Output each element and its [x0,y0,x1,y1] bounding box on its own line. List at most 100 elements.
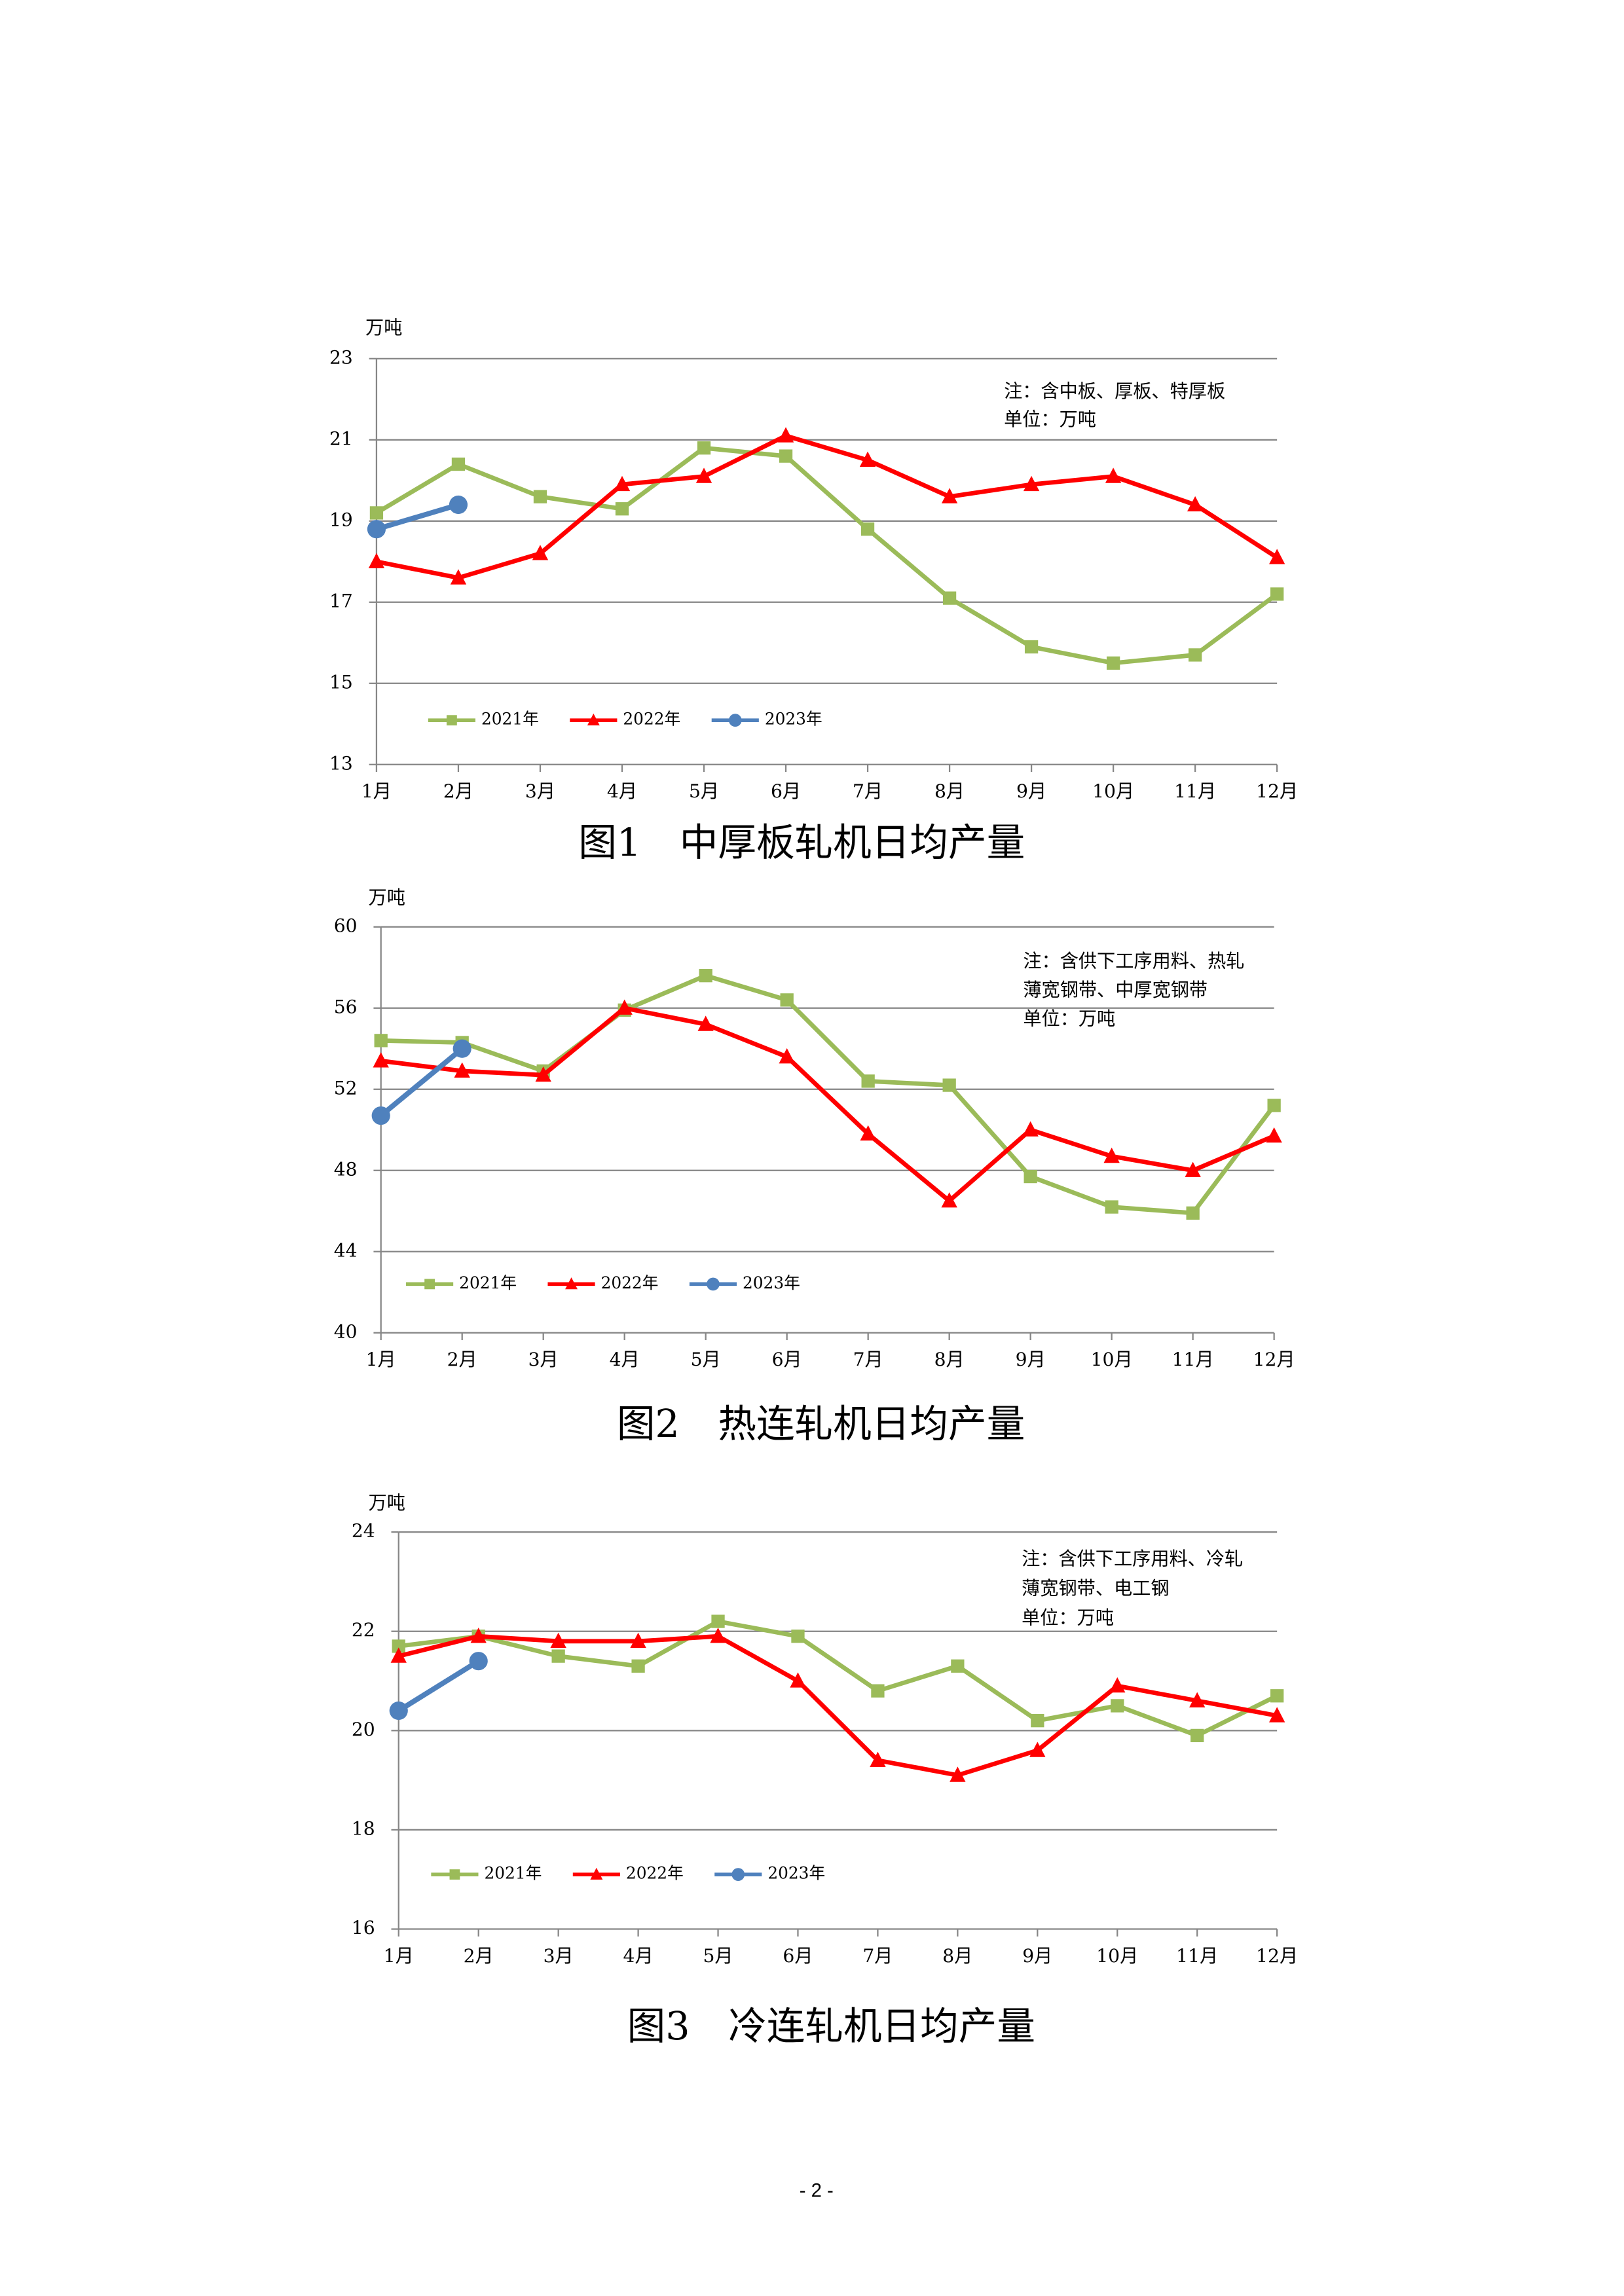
marker-triangle [950,1766,966,1782]
y-unit: 万吨 [369,1492,405,1514]
x-tick-label: 2月 [447,1349,477,1370]
y-tick-label: 40 [334,1321,358,1342]
page-number: - 2 - [800,2180,834,2202]
y-tick-label: 16 [352,1917,375,1939]
marker-triangle [454,1062,470,1078]
marker-square [711,1614,725,1628]
y-tick-label: 17 [329,590,353,611]
x-tick-label: 10月 [1096,1945,1138,1967]
y-unit: 万吨 [365,317,402,338]
marker-triangle [777,427,794,443]
marker-triangle [1109,1677,1126,1693]
marker-square [392,1639,405,1653]
marker-triangle [550,1632,566,1649]
x-tick-label: 11月 [1176,1945,1218,1967]
series-line [380,973,1276,1216]
marker-square [449,1869,460,1880]
marker-triangle [1266,1127,1282,1143]
marker-square [1190,1728,1204,1743]
marker-circle [731,1868,745,1881]
marker-triangle [1022,1121,1039,1137]
series-line [375,502,460,532]
marker-triangle [590,1867,603,1880]
marker-triangle [1023,475,1040,492]
marker-triangle [532,545,549,560]
x-tick-label: 6月 [771,780,801,802]
marker-square [699,969,712,983]
x-tick-label: 11月 [1172,1349,1214,1370]
marker-circle [707,1277,720,1291]
marker-square [1188,648,1202,662]
x-tick-label: 11月 [1174,780,1216,802]
y-tick-label: 24 [352,1520,375,1542]
marker-square [1186,1206,1200,1220]
marker-circle [449,495,468,515]
caption: 图1 中厚板轧机日均产量 [578,820,1025,865]
x-tick-label: 10月 [1092,780,1134,802]
marker-square [860,522,875,536]
marker-triangle [565,1277,578,1290]
marker-circle [371,1106,390,1125]
series-line [376,433,1278,580]
marker-triangle [1187,496,1204,512]
x-tick-label: 5月 [703,1945,733,1967]
x-tick-label: 5月 [691,1349,721,1370]
marker-triangle [779,1048,795,1064]
x-tick-label: 1月 [361,780,392,802]
series-line [397,1633,1278,1777]
series-line [375,445,1279,666]
note: 薄宽钢带、中厚宽钢带 [1023,979,1208,1000]
y-tick-label: 15 [329,671,353,693]
marker-triangle [630,1632,646,1649]
legend-label: 2023年 [767,1864,825,1883]
legend-label: 2022年 [601,1273,659,1292]
x-tick-label: 2月 [464,1945,494,1967]
x-tick-label: 6月 [783,1945,813,1967]
marker-square [615,502,629,516]
y-tick-label: 44 [334,1239,358,1261]
x-tick-label: 2月 [443,780,473,802]
marker-circle [728,714,742,727]
note: 单位：万吨 [1004,409,1096,430]
series-line [380,1006,1275,1203]
legend-label: 2022年 [626,1864,684,1883]
legend-label: 2023年 [765,710,822,729]
marker-square [697,441,711,455]
y-tick-label: 19 [329,509,353,530]
marker-circle [469,1652,488,1671]
caption: 图3 冷连轧机日均产量 [627,2004,1035,2049]
marker-triangle [535,1066,551,1082]
note: 薄宽钢带、电工钢 [1022,1578,1169,1599]
x-tick-label: 12月 [1256,1945,1298,1967]
note: 注：含中板、厚板、特厚板 [1004,380,1225,402]
x-tick-label: 10月 [1091,1349,1133,1370]
marker-triangle [1268,549,1285,564]
x-tick-label: 4月 [623,1945,654,1967]
marker-square [424,1279,435,1290]
marker-square [1105,1200,1118,1214]
note: 单位：万吨 [1022,1607,1114,1629]
y-tick-label: 23 [329,346,353,368]
x-tick-label: 3月 [525,780,555,802]
marker-triangle [587,713,600,726]
marker-square [631,1659,645,1673]
marker-square [1267,1099,1281,1112]
marker-square [942,1078,956,1092]
marker-triangle [1105,467,1122,483]
note: 注：含供下工序用料、热轧 [1023,950,1244,972]
marker-triangle [373,1052,389,1068]
y-tick-label: 20 [352,1719,375,1740]
marker-triangle [1185,1161,1201,1177]
legend-label: 2021年 [481,710,539,729]
marker-square [779,449,793,463]
marker-triangle [1268,1707,1285,1722]
marker-triangle [1189,1692,1206,1707]
marker-square [533,490,547,503]
note: 注：含供下工序用料、冷轧 [1022,1548,1243,1569]
legend-label: 2021年 [485,1864,542,1883]
marker-square [791,1630,805,1643]
marker-triangle [616,999,633,1015]
marker-triangle [1029,1741,1046,1757]
marker-square [871,1684,885,1698]
